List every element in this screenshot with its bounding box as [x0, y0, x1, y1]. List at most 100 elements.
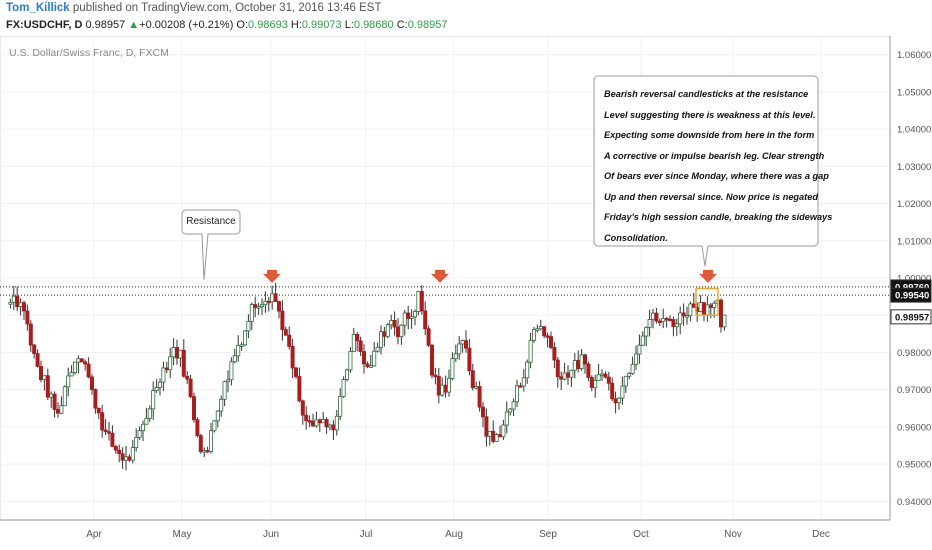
- candle-up: [76, 358, 81, 363]
- candle-up: [321, 419, 326, 424]
- price-axis[interactable]: 1.06000 1.05000 1.04000 1.03000 1.02000 1.010…: [889, 36, 932, 550]
- candle-down: [681, 312, 686, 317]
- reversal-markers: [263, 269, 717, 283]
- candle-up: [661, 318, 666, 322]
- candle-up: [263, 300, 268, 306]
- candle-down: [195, 419, 200, 436]
- time-axis[interactable]: Apr May Jun Jul Aug Sep Oct Nov Dec: [0, 519, 890, 540]
- candle-up: [698, 302, 703, 312]
- candle-down: [300, 400, 305, 416]
- candle-up: [144, 417, 149, 425]
- candle-up: [705, 304, 710, 316]
- candle-up: [134, 436, 139, 449]
- candle-down: [35, 353, 40, 367]
- candle-down: [287, 334, 292, 347]
- candle-down: [110, 432, 115, 447]
- candle-down: [273, 293, 278, 303]
- author-link[interactable]: Tom_Killick: [6, 2, 70, 14]
- candle-up: [212, 420, 217, 432]
- candle-down: [276, 301, 281, 312]
- candle-up: [351, 334, 356, 352]
- candle-up: [229, 361, 234, 381]
- callouts: [181, 75, 819, 281]
- analysis-note-shape: [593, 75, 819, 267]
- candle-down: [21, 302, 26, 312]
- candle-up: [219, 398, 224, 412]
- candle-down: [355, 334, 360, 342]
- candle-down: [691, 303, 696, 308]
- candle-down: [433, 374, 438, 377]
- candle-down: [103, 429, 108, 433]
- down-arrow-icon: [263, 269, 281, 283]
- candle-down: [185, 375, 190, 380]
- close-value: 0.98957: [407, 19, 448, 31]
- candle-down: [96, 407, 101, 414]
- candle-up: [627, 373, 632, 377]
- candle-down: [545, 335, 550, 338]
- candle-up: [368, 365, 373, 368]
- candle-up: [532, 329, 537, 341]
- candle-down: [90, 376, 95, 390]
- y-tick-label: 1.05000: [897, 87, 931, 98]
- candle-down: [419, 290, 424, 312]
- candle-up: [623, 375, 628, 387]
- candle-down: [463, 340, 468, 349]
- candle-down: [542, 326, 547, 337]
- candle-down: [107, 431, 112, 434]
- note-line: Level suggesting there is weakness at th…: [604, 109, 816, 120]
- candle-up: [62, 386, 67, 407]
- candle-down: [549, 336, 554, 348]
- candle-up: [66, 375, 71, 388]
- candle-down: [25, 310, 30, 325]
- candle-up: [246, 320, 251, 332]
- candle-down: [497, 434, 502, 438]
- candle-up: [236, 344, 241, 357]
- candle-down: [317, 419, 322, 424]
- candle-down: [188, 378, 193, 398]
- candle-down: [100, 412, 105, 431]
- candle-up: [528, 339, 533, 363]
- y-tick-label: 0.96000: [897, 422, 931, 433]
- candle-up: [620, 385, 625, 399]
- x-tick-label: Jul: [360, 529, 373, 540]
- candle-up: [42, 375, 47, 381]
- candle-up: [409, 316, 414, 319]
- note-line: Up and then reversal since. Now price is…: [604, 191, 818, 202]
- open-value: 0.98693: [248, 19, 288, 31]
- candle-down: [657, 320, 662, 323]
- candle-up: [685, 315, 690, 318]
- candle-up: [579, 354, 584, 369]
- candle-down: [382, 331, 387, 337]
- candle-up: [151, 390, 156, 410]
- down-arrow-icon: [699, 269, 717, 283]
- y-tick-label: 0.94000: [897, 497, 931, 508]
- candle-up: [375, 346, 380, 352]
- x-tick-label: Dec: [812, 529, 830, 540]
- candle-down: [491, 430, 496, 442]
- candle-up: [644, 326, 649, 337]
- candle-down: [324, 419, 329, 428]
- candle-up: [157, 381, 162, 388]
- candle-up: [69, 372, 74, 377]
- candle-up: [501, 424, 506, 438]
- candle-down: [15, 295, 20, 308]
- note-line: Consolidation.: [604, 232, 668, 243]
- y-tick-label: 0.97000: [897, 385, 931, 396]
- candle-down: [280, 310, 285, 330]
- candle-up: [399, 324, 404, 338]
- candle-down: [484, 416, 489, 437]
- candle-down: [45, 375, 50, 398]
- price-chart[interactable]: U.S. Dollar/Swiss Franc, D, FXCM 1.06000…: [0, 36, 932, 550]
- candle-up: [161, 367, 166, 383]
- candle-down: [586, 363, 591, 378]
- candle-up: [222, 381, 227, 400]
- candle-down: [198, 435, 203, 453]
- candle-up: [59, 405, 64, 414]
- candle-down: [266, 300, 271, 304]
- candle-down: [365, 363, 370, 367]
- candle-up: [402, 312, 407, 326]
- candle-down: [253, 304, 258, 308]
- candle-up: [344, 369, 349, 381]
- candle-up: [600, 373, 605, 376]
- open-label: O:: [236, 19, 249, 31]
